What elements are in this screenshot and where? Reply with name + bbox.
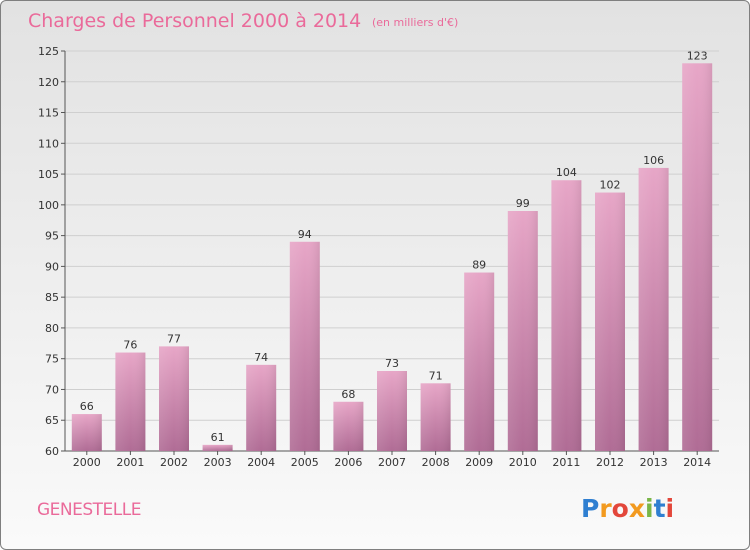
x-tick-label-2010: 2010 <box>509 456 537 469</box>
y-tick-label: 90 <box>45 260 59 273</box>
bars <box>71 63 713 452</box>
chart-subtitle: (en milliers d'€) <box>372 16 458 29</box>
y-tick-label: 110 <box>38 137 59 150</box>
bar-shade-2004 <box>246 364 277 451</box>
x-tick-label-2006: 2006 <box>334 456 362 469</box>
x-tick-label-2002: 2002 <box>160 456 188 469</box>
y-tick-label: 65 <box>45 414 59 427</box>
value-label-2003: 61 <box>211 431 225 444</box>
value-label-2004: 74 <box>254 351 268 364</box>
x-tick-label-2011: 2011 <box>552 456 580 469</box>
bar-shade-2001 <box>115 352 146 451</box>
x-tick-labels: 2000 2001 2002 2003 2004 2005 2006 2007 2008 2009… <box>73 451 711 469</box>
bar-shade-2003 <box>202 444 233 451</box>
bar-shade-2007 <box>377 371 407 451</box>
x-tick-label-2008: 2008 <box>422 456 450 469</box>
x-tick-label-2000: 2000 <box>73 456 101 469</box>
bar-shade-2012 <box>595 192 625 452</box>
bar-shade-2011 <box>551 180 582 451</box>
x-tick-label-2001: 2001 <box>116 456 144 469</box>
chart-title: Charges de Personnel 2000 à 2014 <box>28 10 361 32</box>
value-label-2010: 99 <box>516 197 530 210</box>
bar-shade-2002 <box>159 346 189 451</box>
value-label-2007: 73 <box>385 357 399 370</box>
y-tick-label: 80 <box>45 322 59 335</box>
y-tick-labels: 60 65 70 75 80 85 90 95 100 105 110 115 120 125 <box>38 45 59 458</box>
x-tick-label-2003: 2003 <box>204 456 232 469</box>
y-tick-label: 105 <box>38 168 59 181</box>
value-label-2014: 123 <box>687 49 708 62</box>
y-tick-label: 115 <box>38 107 59 120</box>
commune-name: GENESTELLE <box>37 500 141 520</box>
x-tick-label-2004: 2004 <box>247 456 275 469</box>
value-label-2013: 106 <box>643 154 664 167</box>
value-label-2005: 94 <box>298 228 312 241</box>
x-tick-label-2013: 2013 <box>640 456 668 469</box>
value-label-2002: 77 <box>167 332 181 345</box>
y-tick-label: 85 <box>45 291 59 304</box>
value-label-2008: 71 <box>429 369 443 382</box>
value-label-2000: 66 <box>80 400 94 413</box>
bar-shade-2010 <box>507 211 538 451</box>
x-tick-label-2007: 2007 <box>378 456 406 469</box>
y-tick-label: 70 <box>45 383 59 396</box>
y-tick-label: 125 <box>38 45 59 58</box>
bar-shade-2008 <box>420 383 451 451</box>
value-label-2009: 89 <box>472 259 486 272</box>
x-tick-label-2009: 2009 <box>465 456 493 469</box>
bar-shade-2009 <box>464 272 495 451</box>
value-label-2011: 104 <box>556 166 577 179</box>
bar-shade-2000 <box>71 414 102 451</box>
value-label-2012: 102 <box>600 179 621 192</box>
x-tick-label-2005: 2005 <box>291 456 319 469</box>
y-tick-label: 60 <box>45 445 59 458</box>
y-tick-label: 100 <box>38 199 59 212</box>
x-tick-label-2012: 2012 <box>596 456 624 469</box>
bar-shade-2013 <box>638 167 669 451</box>
y-tick-label: 120 <box>38 76 59 89</box>
y-tick-label: 75 <box>45 353 59 366</box>
proxiti-logo-text: Proxiti <box>581 494 674 523</box>
value-label-2001: 76 <box>123 339 137 352</box>
proxiti-logo: Proxiti <box>581 494 674 523</box>
bar-shade-2006 <box>333 401 364 451</box>
value-labels: 66 76 77 61 74 94 68 73 71 89 99 104 102 106 123 <box>80 49 708 444</box>
y-tick-label: 95 <box>45 230 59 243</box>
value-label-2006: 68 <box>341 388 355 401</box>
bar-shade-2014 <box>682 63 713 452</box>
x-tick-label-2014: 2014 <box>683 456 711 469</box>
bar-shade-2005 <box>289 241 320 451</box>
